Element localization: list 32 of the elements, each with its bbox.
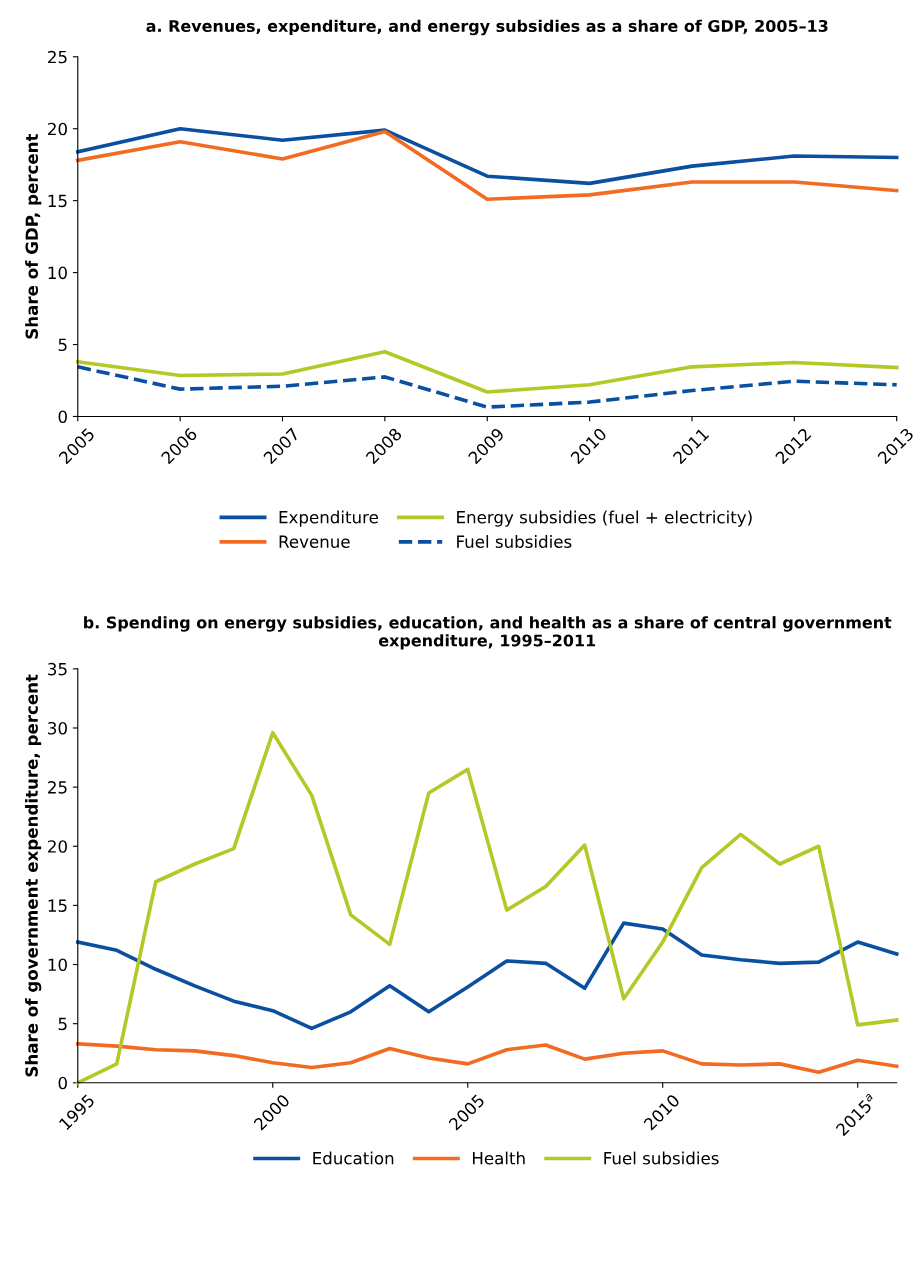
y-tick-label: 10 — [48, 266, 67, 280]
line-series — [75, 921, 899, 1031]
y-tick-label: 25 — [48, 781, 67, 794]
x-tick-label: 2015$^{a}$ — [834, 1093, 878, 1137]
chart-title: b. Spending on energy subsidies, education, and health as a share of central government expenditure, 1995–2011 — [84, 616, 892, 650]
y-tick-label: 5 — [58, 1017, 67, 1031]
legend-label: Fuel subsidies — [457, 535, 572, 548]
legend-label: Expenditure — [279, 510, 378, 527]
legend-label: Health — [472, 1151, 525, 1165]
legend-label: Education — [313, 1151, 394, 1165]
legend-label: Energy subsidies (fuel + electricity) — [457, 510, 752, 527]
line-series — [75, 1041, 899, 1074]
y-tick-label: 15 — [48, 899, 67, 912]
y-axis-title: Share of government expenditure, percent — [25, 674, 42, 1077]
y-tick-label: 5 — [58, 338, 67, 352]
line-series — [75, 126, 899, 186]
y-tick-label: 30 — [48, 721, 67, 735]
y-axis-title: Share of GDP, percent — [25, 133, 42, 339]
y-tick-label: 35 — [48, 662, 67, 676]
y-tick-label: 0 — [58, 410, 67, 424]
line-series — [75, 349, 899, 394]
y-tick-label: 0 — [58, 1076, 67, 1090]
legend-label: Revenue — [279, 535, 350, 548]
y-tick-label: 20 — [48, 840, 67, 853]
y-tick-label: 10 — [48, 958, 67, 972]
line-series — [75, 365, 899, 409]
line-series — [75, 129, 899, 202]
y-tick-label: 25 — [48, 50, 67, 64]
chart-title: a. Revenues, expenditure, and energy subsidies as a share of GDP, 2005–13 — [146, 19, 828, 36]
legend-label: Fuel subsidies — [604, 1151, 719, 1165]
y-tick-label: 15 — [48, 194, 67, 208]
y-tick-label: 20 — [48, 122, 67, 136]
